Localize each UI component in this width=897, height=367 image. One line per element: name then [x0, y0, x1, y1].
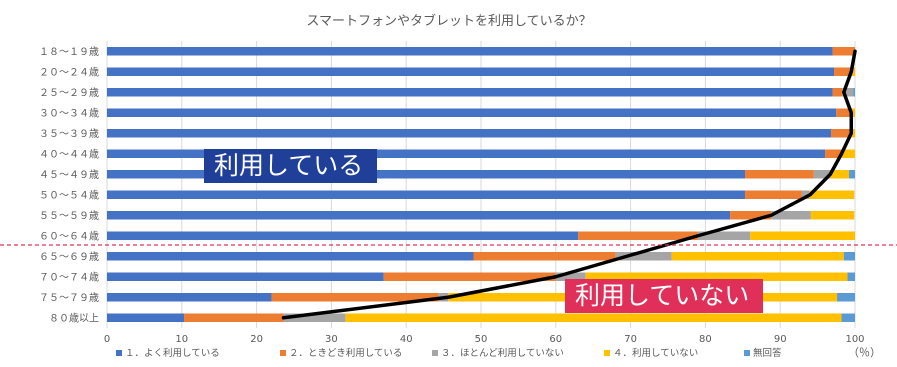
bar-14-series-4	[345, 313, 842, 322]
bar-5-series-2	[831, 129, 852, 138]
x-tick-label: 20	[250, 334, 263, 345]
bar-5-series-4	[851, 129, 855, 138]
bar-1-series-2	[832, 47, 855, 56]
legend-swatch-5	[744, 350, 750, 356]
annotation-not-using: 利用していない	[565, 279, 764, 313]
legend-swatch-2	[280, 350, 286, 356]
annotation-using: 利用している	[204, 149, 378, 183]
bar-9-series-3	[771, 211, 811, 220]
bar-10-series-1	[107, 231, 579, 240]
category-label: ５５～５９歳	[39, 210, 99, 222]
bar-6-series-2	[825, 149, 842, 158]
x-tick-label: 90	[774, 334, 787, 345]
legend: １．よく利用している ２．ときどき利用している ３．ほとんど利用していない ４．利用し…	[116, 347, 782, 359]
bar-14-series-2	[184, 313, 284, 322]
bar-8-series-4	[809, 190, 855, 199]
bar-13-series-1	[107, 293, 272, 302]
legend-label-2: ２．ときどき利用している	[289, 347, 402, 359]
bar-8-series-2	[745, 190, 802, 199]
bar-6-series-4	[841, 149, 855, 158]
bar-11-series-1	[107, 252, 474, 261]
category-label: ７０～７４歳	[39, 271, 99, 283]
bar-11-series-2	[473, 252, 616, 261]
bar-4-series-2	[836, 108, 852, 117]
bar-5-series-1	[107, 129, 832, 138]
x-tick-label: 40	[400, 334, 413, 345]
bar-11-series-4	[671, 252, 844, 261]
legend-label-5: 無回答	[753, 347, 782, 359]
x-tick-label: 0	[104, 334, 110, 345]
category-label: ７５～７９歳	[39, 292, 99, 304]
bar-9-series-4	[810, 211, 855, 220]
chart-title: スマートフォンやタブレットを利用しているか？	[306, 13, 591, 29]
category-label: ６５～６９歳	[39, 251, 99, 263]
x-tick-labels: 0 10 20 30 40 50 60 70 80 90 100	[104, 334, 865, 345]
bar-10-series-4	[750, 231, 855, 240]
bar-10-series-2	[578, 231, 698, 240]
bar-2-series-4	[851, 67, 855, 76]
bar-8-series-3	[801, 190, 810, 199]
bar-14-series-1	[107, 313, 185, 322]
x-tick-label: 60	[549, 334, 562, 345]
bar-13-series-5	[837, 293, 855, 302]
x-tick-label: 50	[475, 334, 488, 345]
bar-12-series-4	[585, 272, 848, 281]
bar-7-series-1	[107, 170, 746, 179]
bar-14-series-5	[841, 313, 855, 322]
x-tick-label: 10	[175, 334, 188, 345]
bar-11-series-3	[615, 252, 672, 261]
category-label: ５０～５４歳	[39, 189, 99, 201]
bar-9-series-2	[730, 211, 772, 220]
legend-label-3: ３．ほとんど利用していない	[441, 347, 564, 359]
bar-7-series-2	[745, 170, 814, 179]
bar-12-series-5	[847, 272, 855, 281]
legend-label-1: １．よく利用している	[125, 347, 220, 359]
category-label: ８０歳以上	[49, 312, 99, 324]
legend-swatch-4	[604, 350, 610, 356]
bar-2-series-2	[834, 67, 852, 76]
bar-4-series-4	[851, 108, 855, 117]
bar-12-series-1	[107, 272, 384, 281]
bar-1-series-1	[107, 47, 833, 56]
x-tick-label: 100	[845, 334, 864, 345]
legend-label-4: ４．利用していない	[613, 347, 698, 359]
bar-2-series-1	[107, 67, 835, 76]
category-label: ２０～２４歳	[39, 66, 99, 78]
x-axis-unit: （％）	[848, 346, 881, 359]
bar-12-series-3	[555, 272, 586, 281]
trend-line-group	[281, 49, 857, 320]
category-label: ２５～２９歳	[39, 87, 99, 99]
bar-6-series-1	[107, 149, 826, 158]
x-tick-label: 80	[699, 334, 712, 345]
category-label: ３０～３４歳	[39, 107, 99, 119]
bar-12-series-2	[383, 272, 556, 281]
bar-7-series-5	[849, 170, 855, 179]
category-label: ４５～４９歳	[39, 169, 99, 181]
bar-9-series-1	[107, 211, 731, 220]
bar-3-series-3	[842, 88, 854, 97]
category-label: ６０～６４歳	[39, 230, 99, 242]
bar-7-series-4	[830, 170, 850, 179]
bar-7-series-3	[813, 170, 831, 179]
category-labels: １８～１９歳 ２０～２４歳 ２５～２９歳 ３０～３４歳 ３５～３９歳 ４０～４４歳 ４５～４…	[39, 46, 99, 325]
x-tick-label: 30	[325, 334, 338, 345]
bar-13-series-2	[271, 293, 439, 302]
category-label: ４０～４４歳	[39, 148, 99, 160]
legend-swatch-1	[116, 350, 122, 356]
trend-line	[281, 49, 857, 320]
bar-11-series-5	[843, 252, 855, 261]
legend-swatch-3	[432, 350, 438, 356]
category-label: ３５～３９歳	[39, 128, 99, 140]
bar-14-series-3	[283, 313, 346, 322]
bar-10-series-3	[697, 231, 751, 240]
bar-3-series-2	[832, 88, 843, 97]
bar-3-series-5	[853, 88, 855, 97]
bar-8-series-1	[107, 190, 746, 199]
bar-3-series-1	[107, 88, 833, 97]
category-label: １８～１９歳	[39, 46, 99, 58]
bar-4-series-1	[107, 108, 837, 117]
x-tick-label: 70	[624, 334, 637, 345]
